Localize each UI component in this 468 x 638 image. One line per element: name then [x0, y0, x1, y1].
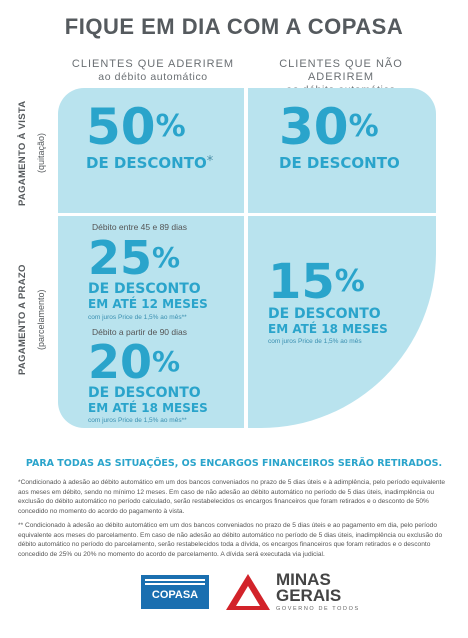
percent-sign: % [348, 109, 379, 144]
asterisk: * [206, 154, 214, 169]
debt-range-note: Débito a partir de 90 dias [92, 327, 187, 337]
discount-30-number: 30% [279, 98, 379, 156]
banner-encargos: PARA TODAS AS SITUAÇÕES, OS ENCARGOS FIN… [25, 458, 443, 469]
discount-50-number: 50% [86, 98, 186, 156]
discount-20-number: 20% [88, 335, 181, 389]
row-label-text: PAGAMENTO A PRAZO [17, 264, 28, 376]
minas-logo-line2: GERAIS [276, 586, 342, 605]
percent-sign: % [152, 241, 181, 274]
discount-15-label: DE DESCONTO [268, 306, 381, 322]
row-label-text: PAGAMENTO À VISTA [17, 100, 28, 206]
discount-30-label: DE DESCONTO [279, 154, 400, 172]
row-sublabel-text: (parcelamento) [36, 289, 46, 351]
panel-vista-nao-adere [248, 88, 436, 213]
discount-15-number: 15% [268, 254, 365, 310]
percent-sign: % [334, 264, 365, 299]
row-label-vista: PAGAMENTO À VISTA (quitação) [14, 88, 48, 218]
triangle-inner [236, 586, 260, 606]
page-title: FIQUE EM DIA COM A COPASA [64, 14, 404, 39]
panel-prazo-adere [58, 216, 244, 428]
discount-25-number: 25% [88, 231, 181, 285]
interest-note: com juros Price de 1,5% ao mês [268, 338, 362, 345]
footnote-2: ** Condicionado à adesão ao débito autom… [18, 522, 443, 558]
term-18-months: EM ATÉ 18 MESES [268, 322, 388, 336]
footnote-1: *Condicionado à adesão ao débito automát… [18, 479, 446, 515]
copasa-logo: COPASA [141, 575, 209, 609]
interest-note: com juros Price de 1,5% ao mês** [88, 314, 187, 321]
panel-vista-adere [58, 88, 244, 213]
discount-20-label: DE DESCONTO [88, 385, 201, 401]
minas-tagline: GOVERNO DE TODOS [276, 606, 360, 612]
logo-stripe [145, 579, 205, 581]
logo-stripe [145, 583, 205, 585]
column-header-line1: CLIENTES QUE NÃO ADERIREM [279, 58, 403, 83]
row-sublabel-text: (quitação) [36, 132, 46, 174]
minas-gerais-logo: MINAS GERAIS [276, 570, 342, 605]
minas-gerais-triangle-icon [226, 574, 270, 610]
percent-sign: % [152, 345, 181, 378]
percent-sign: % [155, 109, 186, 144]
discount-50-label: DE DESCONTO* [86, 154, 214, 172]
copasa-logo-text: COPASA [151, 589, 199, 601]
debt-range-note: Débito entre 45 e 89 dias [92, 222, 187, 232]
column-header-line1: CLIENTES QUE ADERIREM [71, 58, 235, 70]
term-18-months: EM ATÉ 18 MESES [88, 401, 208, 415]
interest-note: com juros Price de 1,5% ao mês** [88, 417, 187, 424]
discount-25-label: DE DESCONTO [88, 281, 201, 297]
column-header-adere: CLIENTES QUE ADERIREM ao débito automáti… [60, 58, 246, 84]
minas-logo-line1: MINAS [276, 570, 331, 589]
term-12-months: EM ATÉ 12 MESES [88, 297, 208, 311]
column-header-line2: ao débito automático [98, 71, 208, 83]
row-label-prazo: PAGAMENTO A PRAZO (parcelamento) [14, 220, 48, 420]
